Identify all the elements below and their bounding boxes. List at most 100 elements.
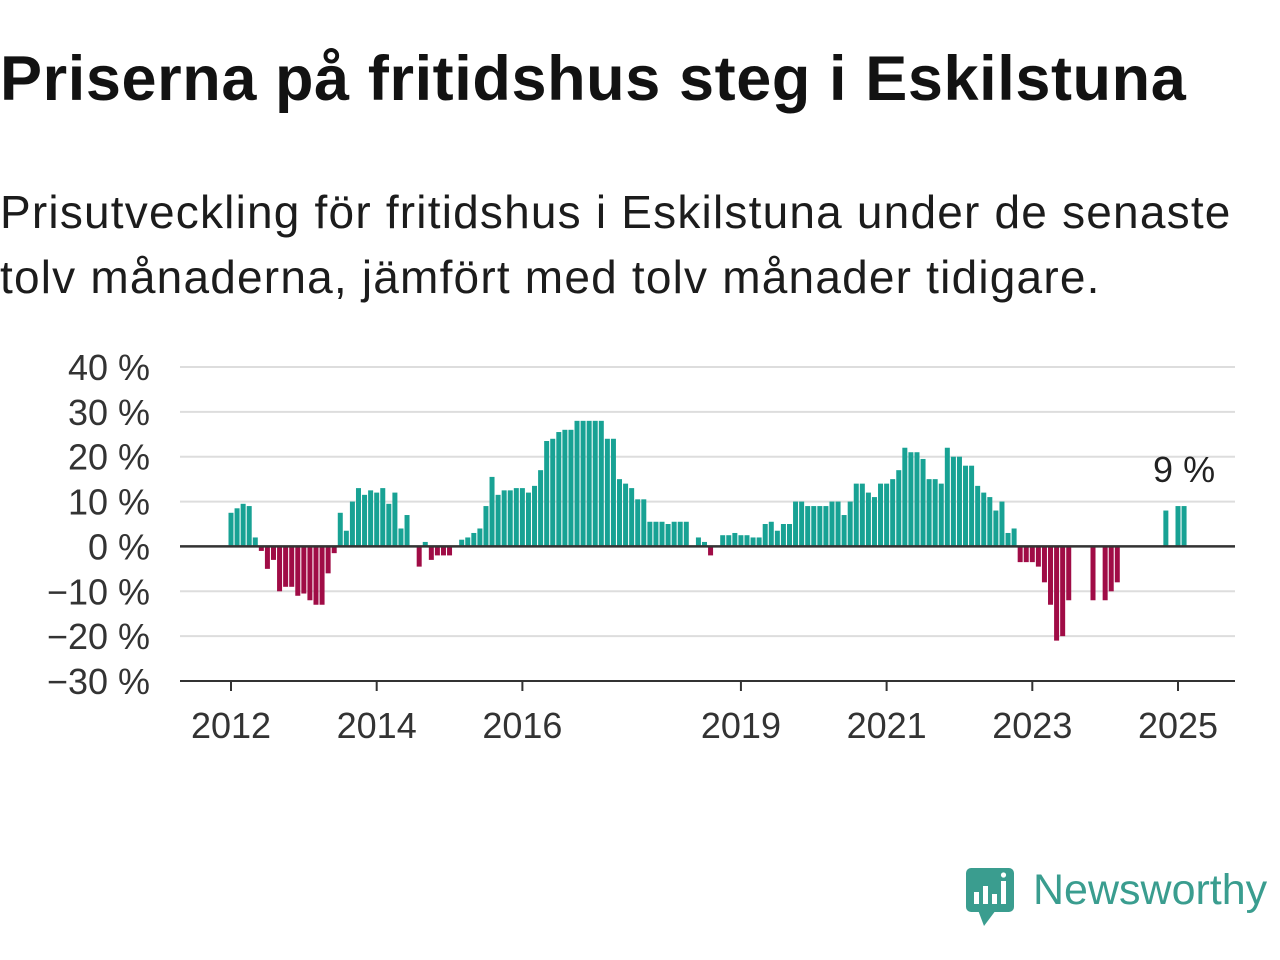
bar-2019-06 [768,521,774,547]
bar-2015-12 [513,488,519,547]
bar-2016-05 [544,441,550,547]
bar-2012-12 [295,546,301,596]
bar-2012-10 [283,546,289,587]
bar-2012-01 [228,512,234,547]
bar-2014-12 [440,546,446,556]
bar-2013-11 [362,494,368,547]
bar-2019-11 [799,501,805,547]
newsworthy-logo: Newsworthy [964,864,1274,928]
bar-2023-05 [1054,546,1060,641]
bar-2019-10 [793,501,799,547]
y-tick-label: 30 % [68,392,150,433]
page-title: Priserna på fritidshus steg i Eskilstuna [0,44,1187,114]
bar-2020-05 [835,501,841,547]
bar-2017-06 [623,483,629,547]
bar-2024-11 [1163,510,1169,547]
bar-2018-08 [708,546,714,556]
bar-2016-02 [525,492,531,547]
bar-2019-12 [805,506,811,547]
bar-chart: 40 % 30 % 20 % 10 % 0 % −10 % −20 % −30 % 2012 20… [0,340,1280,760]
x-tick-label: 2012 [191,705,271,746]
x-tick-label: 2021 [847,705,927,746]
bar-2018-12 [732,532,738,547]
bar-2018-04 [683,521,689,547]
bar-2015-11 [507,490,513,547]
bar-2019-07 [774,530,780,547]
bar-2014-11 [434,546,440,556]
bar-2020-11 [871,497,877,547]
bar-2022-09 [1005,532,1011,547]
bar-chart-svg: 40 %30 %20 %10 %0 %−10 %−20 %−30 % 2012 20… [47,347,1235,746]
bar-2012-07 [264,546,270,569]
bar-2021-10 [938,483,944,547]
y-tick-label: 40 % [68,347,150,388]
bar-2017-09 [641,499,647,547]
y-tick-label: −10 % [47,571,150,612]
bar-2024-01 [1102,546,1108,601]
bar-2013-02 [307,546,313,601]
bar-2022-06 [987,497,993,547]
bar-2016-06 [550,438,556,547]
bar-2022-01 [956,456,962,547]
bar-2017-10 [647,521,653,547]
bar-2021-04 [902,447,908,547]
bar-2013-10 [355,488,361,547]
bar-2022-07 [993,510,999,547]
bar-2017-12 [659,521,665,547]
bar-2021-06 [914,452,920,547]
bar-2019-02 [744,535,750,547]
bar-2012-03 [240,503,246,547]
bar-2020-09 [859,483,865,547]
bar-2021-08 [926,479,932,547]
bar-2024-03 [1114,546,1120,583]
bar-2017-01 [592,420,598,547]
bar-2021-01 [884,483,890,547]
bar-2023-07 [1066,546,1072,601]
bar-2012-04 [246,506,252,547]
bar-2022-11 [1017,546,1023,563]
bar-2022-05 [981,492,987,547]
bar-2017-07 [629,488,635,547]
bar-2015-10 [501,490,507,547]
bar-2014-01 [374,492,380,547]
bar-2021-09 [932,479,938,547]
newsworthy-bar-chart-bubble-icon [966,868,1014,926]
bar-2018-07 [702,541,707,547]
bar-2016-01 [519,488,525,547]
bar-2013-09 [349,501,355,547]
bar-2025-02 [1181,506,1187,547]
bar-2021-07 [920,458,926,547]
bar-2021-11 [944,447,950,547]
bar-2015-04 [465,537,471,547]
bar-2017-11 [653,521,659,547]
bar-2013-03 [313,546,319,605]
bar-2016-07 [556,432,562,547]
x-tick-label: 2016 [482,705,562,746]
bar-2013-01 [301,546,307,594]
bar-2015-09 [495,494,501,547]
bar-2012-06 [258,546,264,551]
bar-2015-03 [459,539,465,547]
bar-2022-12 [1023,546,1029,563]
bar-2023-01 [1029,546,1035,563]
bar-2013-04 [319,546,325,605]
bar-2020-12 [878,483,884,547]
bar-2015-06 [477,528,483,547]
bar-2021-12 [950,456,956,547]
bar-2014-06 [404,515,410,547]
bar-2023-03 [1041,546,1047,583]
bar-2021-05 [908,452,914,547]
bar-2023-11 [1090,546,1096,601]
bar-2023-02 [1035,546,1041,567]
bar-2019-05 [762,524,768,547]
bar-2021-03 [896,470,902,547]
bar-2019-08 [780,524,786,547]
bar-2018-01 [665,524,671,547]
bar-2022-08 [999,501,1005,547]
bar-2019-03 [750,537,756,547]
bar-2019-09 [786,524,792,547]
bar-2016-11 [580,420,586,547]
bar-2018-11 [726,535,732,547]
bar-2023-06 [1060,546,1066,637]
bar-2017-05 [617,479,623,547]
